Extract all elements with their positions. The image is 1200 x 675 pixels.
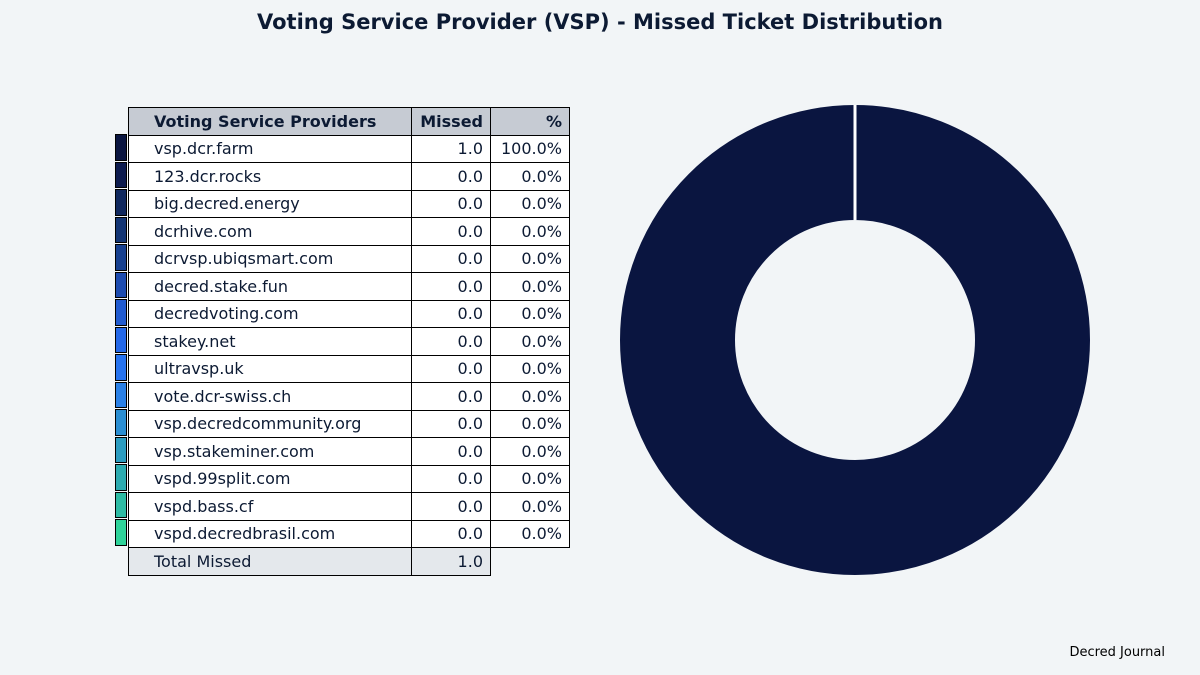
total-label: Total Missed [128,547,412,576]
missed-cell: 1.0 [411,134,491,163]
percent-cell: 0.0% [490,382,570,411]
percent-cell: 0.0% [490,189,570,218]
column-header-name: Voting Service Providers [128,107,412,136]
vsp-name-cell: big.decred.energy [128,189,412,218]
missed-cell: 0.0 [411,217,491,246]
vsp-name-cell: stakey.net [128,327,412,356]
table-row: vote.dcr-swiss.ch 0.0 0.0% [128,382,570,411]
legend-swatches [115,134,127,547]
vsp-name-cell: vspd.decredbrasil.com [128,519,412,548]
table-row: dcrvsp.ubiqsmart.com 0.0 0.0% [128,244,570,273]
legend-swatch [115,409,127,436]
legend-swatch [115,134,127,161]
missed-cell: 0.0 [411,437,491,466]
percent-cell: 0.0% [490,217,570,246]
vsp-name-cell: vspd.99split.com [128,464,412,493]
missed-cell: 0.0 [411,382,491,411]
table-row: 123.dcr.rocks 0.0 0.0% [128,162,570,191]
column-header-missed: Missed [411,107,491,136]
legend-swatch [115,519,127,546]
percent-cell: 0.0% [490,354,570,383]
vsp-name-cell: vsp.decredcommunity.org [128,409,412,438]
missed-cell: 0.0 [411,409,491,438]
vsp-name-cell: 123.dcr.rocks [128,162,412,191]
vsp-name-cell: dcrvsp.ubiqsmart.com [128,244,412,273]
table-row: decred.stake.fun 0.0 0.0% [128,272,570,301]
percent-cell: 0.0% [490,244,570,273]
legend-swatch [115,381,127,408]
legend-swatch [115,189,127,216]
chart-title: Voting Service Provider (VSP) - Missed T… [257,10,943,34]
table-row: stakey.net 0.0 0.0% [128,327,570,356]
missed-cell: 0.0 [411,299,491,328]
vsp-name-cell: vsp.dcr.farm [128,134,412,163]
vsp-name-cell: vote.dcr-swiss.ch [128,382,412,411]
vsp-name-cell: vsp.stakeminer.com [128,437,412,466]
percent-cell: 0.0% [490,464,570,493]
missed-cell: 0.0 [411,519,491,548]
table-row: vspd.99split.com 0.0 0.0% [128,464,570,493]
percent-cell: 0.0% [490,162,570,191]
legend-swatch [115,436,127,463]
credit-text: Decred Journal [1069,645,1165,660]
percent-cell: 0.0% [490,272,570,301]
vsp-name-cell: dcrhive.com [128,217,412,246]
legend-swatch [115,491,127,518]
missed-cell: 0.0 [411,354,491,383]
missed-cell: 0.0 [411,464,491,493]
missed-cell: 0.0 [411,189,491,218]
table-header-row: Voting Service Providers Missed % [128,107,570,136]
table-row: decredvoting.com 0.0 0.0% [128,299,570,328]
percent-cell: 0.0% [490,327,570,356]
percent-cell: 0.0% [490,492,570,521]
legend-swatch [115,271,127,298]
table-row: big.decred.energy 0.0 0.0% [128,189,570,218]
vsp-name-cell: vspd.bass.cf [128,492,412,521]
percent-cell: 0.0% [490,299,570,328]
total-row: Total Missed 1.0 [128,547,570,576]
table-row: dcrhive.com 0.0 0.0% [128,217,570,246]
vsp-name-cell: ultravsp.uk [128,354,412,383]
percent-cell: 100.0% [490,134,570,163]
total-value: 1.0 [411,547,491,576]
missed-cell: 0.0 [411,272,491,301]
column-header-percent: % [490,107,570,136]
legend-swatch [115,464,127,491]
missed-cell: 0.0 [411,492,491,521]
legend-swatch [115,354,127,381]
table-row: vsp.decredcommunity.org 0.0 0.0% [128,409,570,438]
legend-swatch [115,244,127,271]
legend-swatch [115,326,127,353]
vsp-table: Voting Service Providers Missed % vsp.dc… [128,107,570,576]
total-blank-cell [491,548,570,576]
vsp-name-cell: decredvoting.com [128,299,412,328]
missed-cell: 0.0 [411,244,491,273]
table-row: vsp.dcr.farm 1.0 100.0% [128,134,570,163]
missed-cell: 0.0 [411,327,491,356]
table-row: vsp.stakeminer.com 0.0 0.0% [128,437,570,466]
legend-swatch [115,299,127,326]
table-row: vspd.decredbrasil.com 0.0 0.0% [128,519,570,548]
vsp-name-cell: decred.stake.fun [128,272,412,301]
table-row: ultravsp.uk 0.0 0.0% [128,354,570,383]
percent-cell: 0.0% [490,437,570,466]
legend-swatch [115,161,127,188]
percent-cell: 0.0% [490,409,570,438]
legend-swatch [115,216,127,243]
percent-cell: 0.0% [490,519,570,548]
table-row: vspd.bass.cf 0.0 0.0% [128,492,570,521]
missed-cell: 0.0 [411,162,491,191]
donut-chart [620,105,1090,575]
